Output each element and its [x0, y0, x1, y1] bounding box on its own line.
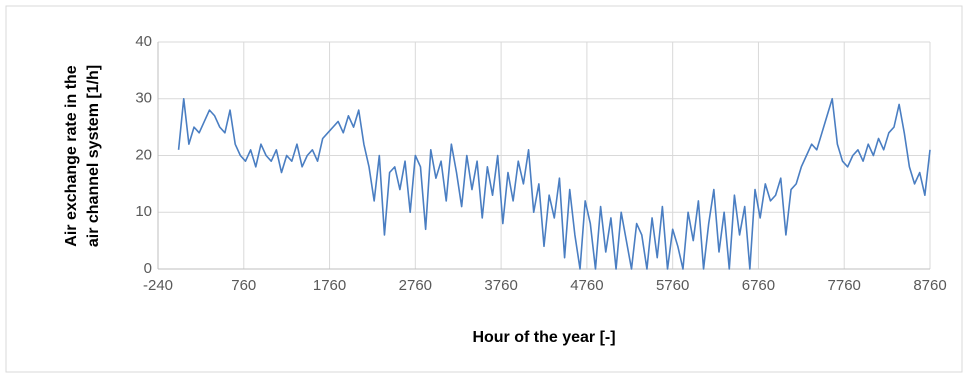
x-tick-label: 2760: [399, 277, 432, 294]
x-tick-label: 1760: [313, 277, 346, 294]
x-tick-label: 7760: [828, 277, 861, 294]
x-tick-label: -240: [143, 277, 173, 294]
x-tick-label: 3760: [484, 277, 517, 294]
x-tick-label: 760: [231, 277, 256, 294]
x-tick-label: 5760: [656, 277, 689, 294]
x-axis-label: Hour of the year [-]: [472, 329, 615, 346]
y-axis-label: air channel system [1/h]: [85, 65, 102, 247]
data-line: [177, 97, 931, 270]
y-tick-label: 30: [135, 90, 152, 107]
y-tick-label: 0: [144, 260, 152, 277]
chart-frame: [5, 5, 963, 373]
y-tick-label: 40: [135, 33, 152, 50]
x-tick-label: 8760: [913, 277, 946, 294]
x-tick-label: 4760: [570, 277, 603, 294]
y-tick-label: 20: [135, 146, 152, 163]
y-tick-label: 10: [135, 203, 152, 220]
y-axis-label: Air exchange rate in the: [63, 65, 80, 246]
x-tick-label: 6760: [742, 277, 775, 294]
